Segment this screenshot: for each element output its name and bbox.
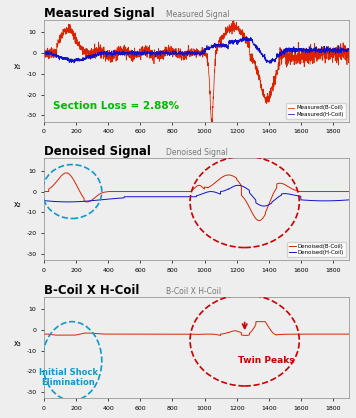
Denoised(H-Coil) (236, 183, 240, 188)
Measured(B-Coil) (42, 46, 46, 51)
Text: Denoised Signal: Denoised Signal (44, 145, 151, 158)
Line: Denoised(B-Coil): Denoised(B-Coil) (44, 173, 349, 221)
Denoised(B-Coil) (111, 189, 115, 194)
Measured(B-Coil) (163, 52, 167, 57)
Denoised(H-Coil) (57, 199, 61, 204)
Measured(B-Coil) (232, 18, 236, 23)
Text: B-Coil X H-Coil: B-Coil X H-Coil (166, 287, 221, 296)
Denoised(B-Coil) (265, 206, 269, 212)
Denoised(H-Coil) (112, 196, 117, 201)
Measured(H-Coil) (112, 52, 117, 57)
Measured(B-Coil) (85, 50, 89, 55)
Y-axis label: x₁: x₁ (14, 62, 22, 71)
Denoised(B-Coil) (163, 189, 167, 194)
Measured(H-Coil) (265, 58, 269, 63)
Legend: Measured(B-Coil), Measured(H-Coil): Measured(B-Coil), Measured(H-Coil) (286, 103, 346, 119)
Text: B-Coil X H-Coil: B-Coil X H-Coil (44, 284, 139, 297)
Denoised(B-Coil) (42, 189, 46, 194)
Denoised(H-Coil) (163, 194, 167, 199)
Denoised(H-Coil) (85, 199, 89, 204)
Measured(H-Coil) (42, 51, 46, 56)
Measured(H-Coil) (269, 61, 273, 66)
Denoised(H-Coil) (265, 203, 269, 208)
Denoised(B-Coil) (85, 199, 90, 204)
Denoised(H-Coil) (347, 197, 351, 202)
Denoised(H-Coil) (110, 196, 115, 201)
Denoised(B-Coil) (57, 176, 61, 181)
Measured(H-Coil) (110, 51, 115, 56)
Measured(H-Coil) (163, 51, 167, 56)
Measured(B-Coil) (112, 51, 117, 56)
Legend: Denoised(B-Coil), Denoised(H-Coil): Denoised(B-Coil), Denoised(H-Coil) (287, 242, 346, 257)
Text: Initial Shock
Elimination: Initial Shock Elimination (39, 368, 98, 387)
Measured(B-Coil) (347, 57, 351, 62)
Y-axis label: x₂: x₂ (14, 200, 22, 209)
Denoised(B-Coil) (257, 218, 261, 223)
Measured(H-Coil) (241, 35, 245, 40)
Text: Measured Signal: Measured Signal (44, 7, 155, 20)
Measured(H-Coil) (85, 55, 89, 60)
Line: Measured(B-Coil): Measured(B-Coil) (44, 21, 349, 123)
Line: Denoised(H-Coil): Denoised(H-Coil) (44, 185, 349, 206)
Y-axis label: x₃: x₃ (14, 339, 22, 348)
Text: Denoised Signal: Denoised Signal (166, 148, 228, 157)
Denoised(H-Coil) (42, 198, 46, 203)
Measured(B-Coil) (57, 38, 61, 43)
Measured(B-Coil) (265, 95, 269, 100)
Denoised(H-Coil) (262, 204, 266, 209)
Denoised(B-Coil) (113, 189, 117, 194)
Text: Section Loss = 2.88%: Section Loss = 2.88% (53, 102, 179, 112)
Denoised(B-Coil) (347, 189, 351, 194)
Measured(B-Coil) (110, 55, 115, 60)
Text: Twin Peaks: Twin Peaks (239, 356, 295, 365)
Measured(H-Coil) (347, 46, 351, 51)
Denoised(B-Coil) (64, 171, 69, 176)
Measured(B-Coil) (209, 120, 214, 125)
Measured(H-Coil) (57, 53, 61, 58)
Text: Measured Signal: Measured Signal (166, 10, 230, 19)
Line: Measured(H-Coil): Measured(H-Coil) (44, 37, 349, 64)
